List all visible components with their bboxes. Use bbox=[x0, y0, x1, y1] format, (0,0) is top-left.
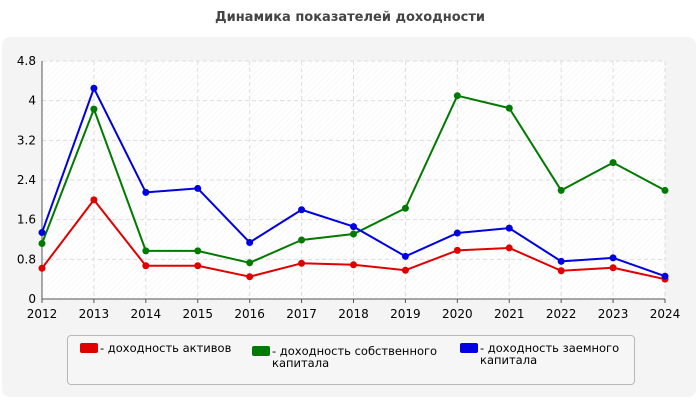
x-tick-label: 2016 bbox=[234, 307, 265, 321]
data-point bbox=[557, 186, 565, 194]
y-tick-label: 4 bbox=[28, 94, 36, 108]
legend-swatch-assets bbox=[80, 343, 98, 353]
x-tick-label: 2012 bbox=[27, 307, 58, 321]
data-point bbox=[505, 244, 513, 252]
data-point bbox=[142, 247, 150, 255]
data-point bbox=[298, 259, 306, 267]
data-point bbox=[298, 206, 306, 214]
y-tick-labels: 0 0.8 1.6 2.4 3.2 4 4.8 bbox=[17, 54, 36, 306]
data-point bbox=[401, 252, 409, 260]
data-point bbox=[453, 92, 461, 100]
legend: - доходность активов - доходность собств… bbox=[67, 335, 635, 385]
data-point bbox=[557, 267, 565, 275]
data-point bbox=[609, 264, 617, 272]
data-point bbox=[194, 247, 202, 255]
data-point bbox=[609, 159, 617, 167]
chart-title: Динамика показателей доходности bbox=[215, 10, 485, 25]
data-point bbox=[90, 105, 98, 113]
data-point bbox=[90, 84, 98, 92]
data-point bbox=[350, 261, 357, 269]
axes bbox=[41, 61, 666, 303]
data-point bbox=[401, 266, 409, 274]
data-point bbox=[194, 184, 202, 192]
gridlines bbox=[42, 60, 666, 299]
x-tick-label: 2014 bbox=[131, 307, 162, 321]
data-point bbox=[246, 259, 254, 267]
data-point bbox=[246, 273, 254, 281]
data-point bbox=[298, 236, 306, 244]
data-point bbox=[453, 246, 461, 254]
y-tick-label: 0 bbox=[28, 292, 36, 306]
x-tick-label: 2021 bbox=[494, 307, 525, 321]
x-tick-label: 2015 bbox=[182, 307, 213, 321]
data-point bbox=[609, 254, 617, 262]
data-point bbox=[661, 186, 669, 194]
data-point bbox=[661, 272, 669, 280]
x-tick-label: 2018 bbox=[338, 307, 369, 321]
data-point bbox=[90, 196, 98, 204]
legend-label-debt: - доходность заемного капитала bbox=[480, 342, 619, 366]
data-point bbox=[505, 104, 513, 112]
series-0 bbox=[38, 196, 669, 283]
x-tick-label: 2024 bbox=[650, 307, 681, 321]
x-tick-label: 2020 bbox=[442, 307, 473, 321]
x-tick-label: 2023 bbox=[598, 307, 629, 321]
x-tick-label: 2017 bbox=[286, 307, 317, 321]
series-lines bbox=[38, 84, 669, 283]
legend-label-equity-line1: - доходность собственного bbox=[272, 344, 438, 358]
y-tick-label: 1.6 bbox=[17, 213, 36, 227]
y-tick-label: 2.4 bbox=[17, 173, 36, 187]
data-point bbox=[142, 188, 150, 196]
data-point bbox=[38, 264, 46, 272]
legend-swatch-equity bbox=[252, 346, 270, 356]
x-tick-labels: 2012 2013 2014 2015 2016 2017 2018 2019 2020 2021… bbox=[27, 307, 681, 321]
data-point bbox=[350, 223, 357, 231]
legend-swatch-debt bbox=[460, 343, 478, 353]
legend-label-assets: - доходность активов bbox=[100, 341, 232, 355]
series-2 bbox=[38, 84, 669, 280]
y-tick-label: 4.8 bbox=[17, 54, 36, 68]
legend-label-debt-line2: капитала bbox=[480, 353, 538, 367]
data-point bbox=[38, 239, 46, 247]
y-tick-label: 3.2 bbox=[17, 133, 36, 147]
data-point bbox=[38, 229, 46, 237]
series-1 bbox=[38, 92, 669, 267]
legend-label-equity-line2: капитала bbox=[272, 356, 330, 370]
data-point bbox=[453, 229, 461, 237]
data-point bbox=[505, 224, 513, 232]
legend-label-equity: - доходность собственного капитала bbox=[272, 345, 437, 369]
legend-label-debt-line1: - доходность заемного bbox=[480, 341, 620, 355]
x-tick-label: 2013 bbox=[79, 307, 110, 321]
data-point bbox=[246, 238, 254, 246]
data-point bbox=[194, 262, 202, 270]
x-tick-label: 2019 bbox=[390, 307, 421, 321]
x-tick-label: 2022 bbox=[546, 307, 577, 321]
data-point bbox=[557, 257, 565, 265]
data-point bbox=[350, 230, 357, 238]
data-point bbox=[401, 204, 409, 212]
data-point bbox=[142, 262, 150, 270]
y-tick-label: 0.8 bbox=[17, 252, 36, 266]
